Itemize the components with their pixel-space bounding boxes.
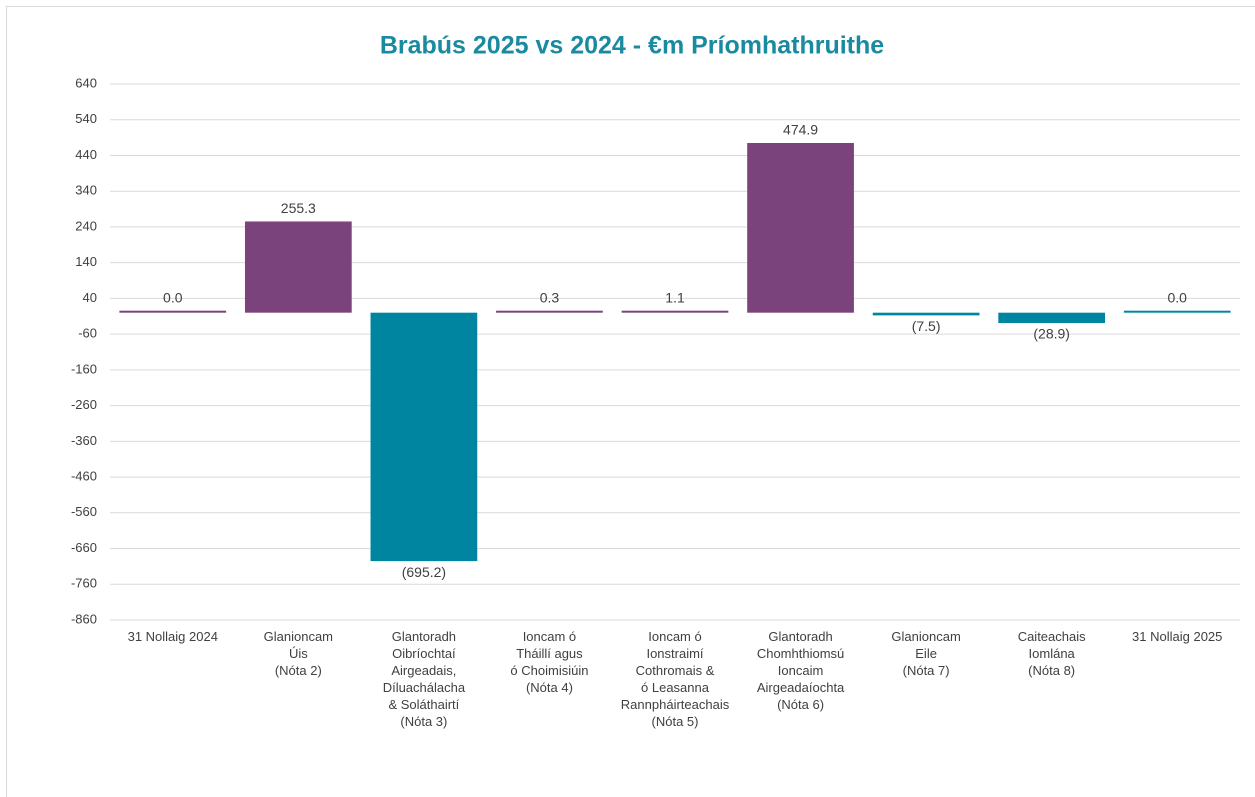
- x-tick-label-line: (Nóta 4): [526, 680, 573, 695]
- x-tick-label: Glantoradh Chomhthiomsú Ioncaim Airgeadaíoc…: [757, 629, 845, 712]
- y-tick-label: -460: [71, 469, 97, 484]
- data-label: (7.5): [912, 318, 941, 334]
- y-tick-label: 140: [75, 254, 97, 269]
- y-tick-label: 40: [83, 290, 97, 305]
- data-label: 0.0: [163, 289, 183, 305]
- x-tick-label-line: Úis: [289, 646, 308, 661]
- x-tick-label-line: ó Choimisiúin: [510, 663, 588, 678]
- data-label: (28.9): [1033, 326, 1070, 342]
- chart-frame: [6, 6, 1255, 797]
- x-tick-label: Glanioncam Eile (Nóta 7): [891, 629, 960, 678]
- y-tick-label: -860: [71, 611, 97, 626]
- x-tick-label-line: Glanioncam: [891, 629, 960, 644]
- bar: [370, 312, 478, 562]
- x-tick-label-line: ó Leasanna: [641, 680, 710, 695]
- x-tick-label: 31 Nollaig 2025: [1132, 629, 1222, 644]
- x-tick-label-line: Ioncaim: [778, 663, 824, 678]
- y-tick-label: -160: [71, 361, 97, 376]
- y-tick-label: -60: [78, 326, 97, 341]
- x-tick-label-line: (Nóta 3): [400, 714, 447, 729]
- bar: [998, 312, 1106, 324]
- x-tick-label-line: (Nóta 5): [652, 714, 699, 729]
- x-tick-label-line: (Nóta 6): [777, 697, 824, 712]
- x-tick-label-line: Rannpháirteachais: [621, 697, 730, 712]
- y-tick-label: 340: [75, 183, 97, 198]
- data-label: 0.3: [540, 289, 560, 305]
- x-tick-label-line: Ioncam ó: [648, 629, 701, 644]
- x-tick-label: Glanioncam Úis (Nóta 2): [264, 629, 333, 678]
- bar: [119, 310, 227, 313]
- bar: [244, 221, 352, 313]
- x-tick-label-line: Ionstraimí: [646, 646, 703, 661]
- x-tick-label-line: Oibríochtaí: [392, 646, 456, 661]
- bar: [496, 310, 603, 313]
- x-tick-label: 31 Nollaig 2024: [128, 629, 218, 644]
- x-tick-label-line: Tháillí agus: [516, 646, 583, 661]
- data-label: 255.3: [281, 200, 316, 216]
- y-tick-label: -760: [71, 576, 97, 591]
- y-tick-label: -260: [71, 397, 97, 412]
- y-tick-label: -360: [71, 433, 97, 448]
- x-tick-label: Glantoradh Oibríochtaí Airgeadais, Díluachá…: [383, 629, 466, 729]
- bar: [747, 142, 854, 313]
- chart-title: Brabús 2025 vs 2024 - €m Príomhathruithe: [380, 32, 884, 60]
- x-tick-label: Ioncam ó Ionstraimí Cothromais & ó Leasanna…: [621, 629, 730, 729]
- x-tick-label: Ioncam ó Tháillí agus ó Choimisiúin (Nóta 4…: [510, 629, 588, 695]
- x-tick-label-line: Ioncam ó: [523, 629, 576, 644]
- x-tick-label-line: (Nóta 8): [1028, 663, 1075, 678]
- data-label: 1.1: [665, 289, 685, 305]
- bar: [1123, 310, 1231, 313]
- data-label: 474.9: [783, 122, 818, 138]
- data-label: 0.0: [1167, 289, 1187, 305]
- x-tick-label-line: 31 Nollaig 2024: [128, 629, 218, 644]
- x-tick-label: Caiteachais Iomlána (Nóta 8): [1018, 629, 1086, 678]
- y-tick-label: 240: [75, 218, 97, 233]
- x-tick-label-line: Caiteachais: [1018, 629, 1086, 644]
- y-tick-label: 640: [75, 75, 97, 90]
- x-tick-label-line: Díluachálacha: [383, 680, 466, 695]
- x-tick-label-line: (Nóta 2): [275, 663, 322, 678]
- y-tick-label: 540: [75, 111, 97, 126]
- x-tick-label-line: Airgeadais,: [391, 663, 456, 678]
- x-tick-label-line: Glanioncam: [264, 629, 333, 644]
- x-tick-label-line: Glantoradh: [392, 629, 456, 644]
- x-tick-label-line: 31 Nollaig 2025: [1132, 629, 1222, 644]
- bar: [621, 310, 729, 313]
- y-tick-label: -660: [71, 540, 97, 555]
- y-tick-label: -560: [71, 504, 97, 519]
- x-tick-label-line: (Nóta 7): [903, 663, 950, 678]
- x-tick-label-line: & Soláthairtí: [388, 697, 459, 712]
- data-label: (695.2): [402, 564, 446, 580]
- x-tick-label-line: Iomlána: [1029, 646, 1076, 661]
- y-tick-label: 440: [75, 147, 97, 162]
- x-tick-label-line: Airgeadaíochta: [757, 680, 845, 695]
- x-tick-label-line: Cothromais &: [636, 663, 715, 678]
- bar: [872, 312, 980, 316]
- x-tick-label-line: Eile: [915, 646, 937, 661]
- x-tick-label-line: Chomhthiomsú: [757, 646, 844, 661]
- x-tick-label-line: Glantoradh: [768, 629, 832, 644]
